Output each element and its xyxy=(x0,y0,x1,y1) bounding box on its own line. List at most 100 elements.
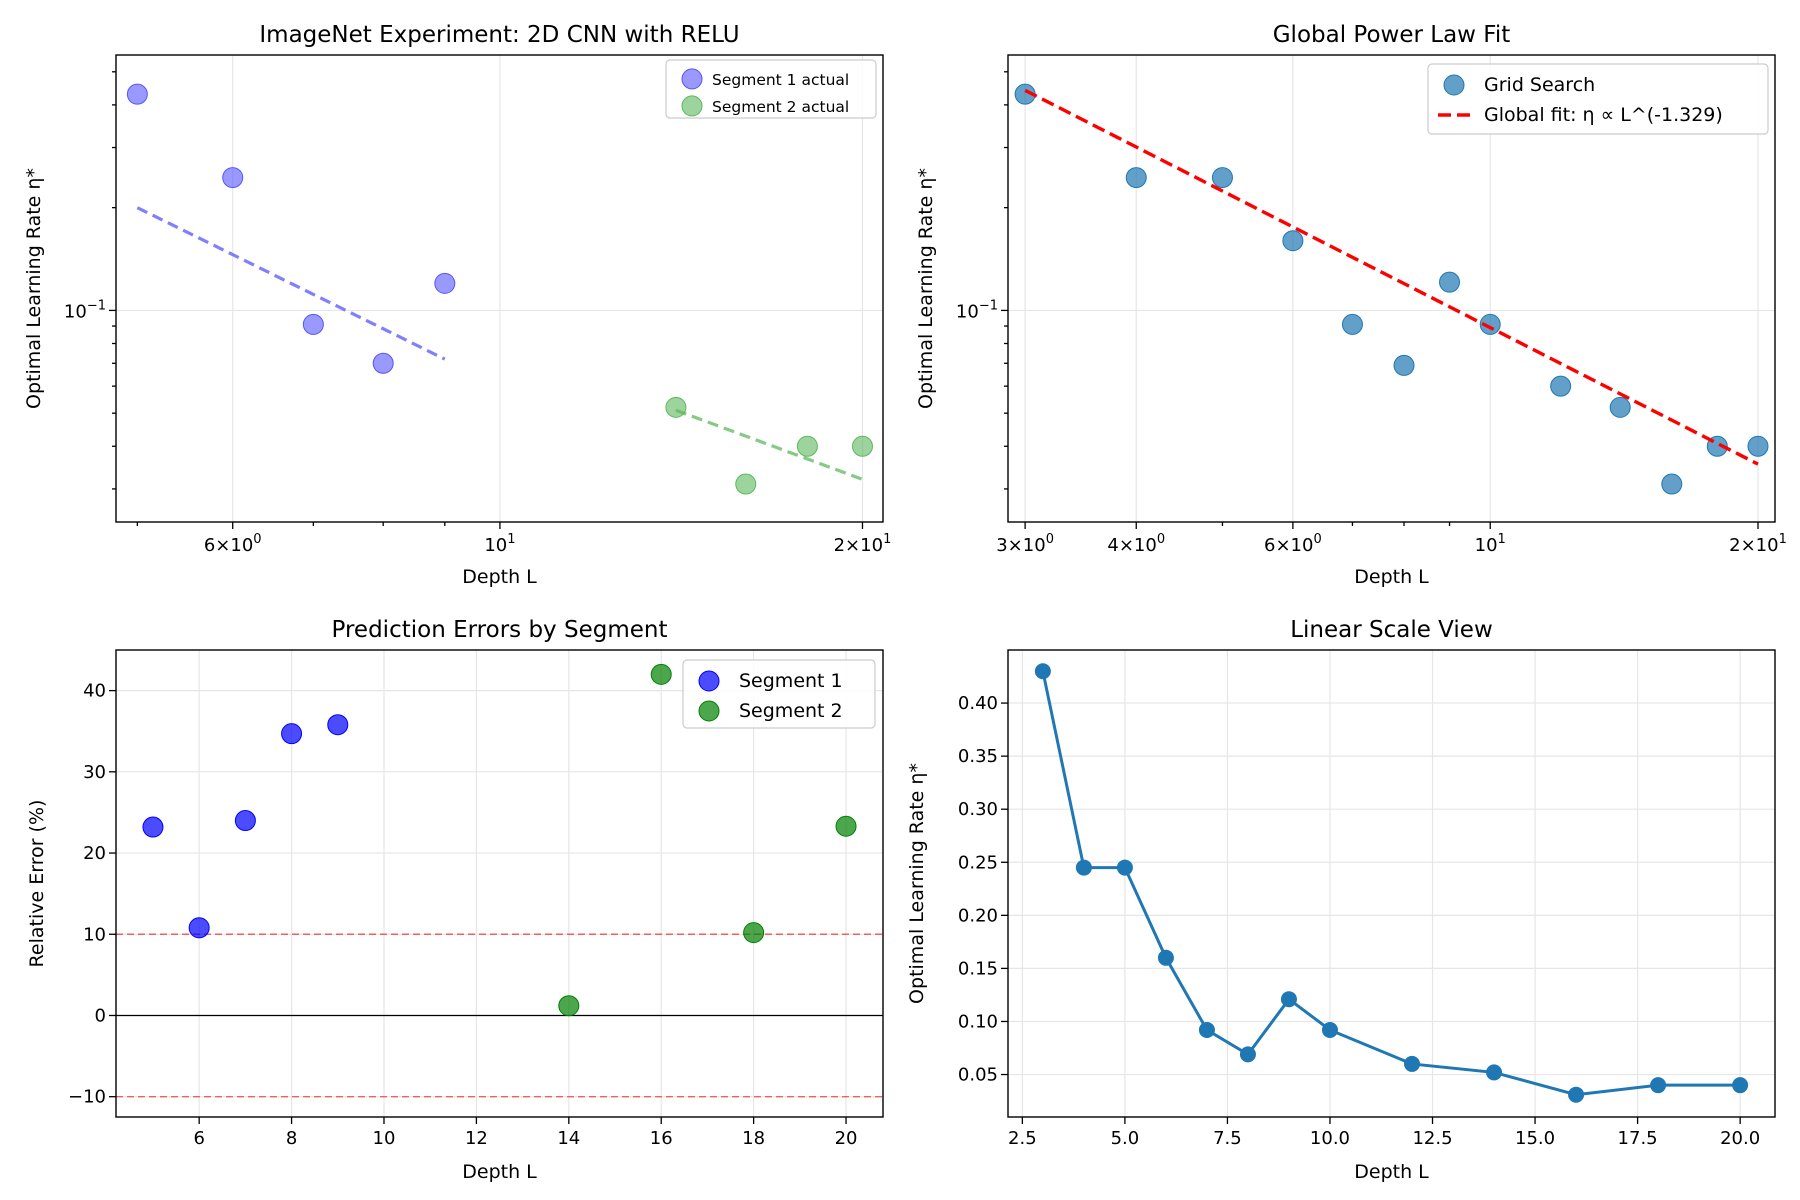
y-tick-label-exp: −1 xyxy=(87,298,106,313)
legend-panel-3: Segment 1 Segment 2 xyxy=(682,659,876,729)
legend-box xyxy=(665,59,877,119)
global-fit-line xyxy=(1024,88,1759,466)
x-tick-label-base: 2×10 xyxy=(1729,535,1778,556)
x-tick-label: 2×101 xyxy=(834,532,892,556)
x-axis-label: Depth L xyxy=(1354,1161,1429,1183)
data-point xyxy=(327,714,349,736)
data-point xyxy=(1157,949,1174,966)
legend-box xyxy=(1427,63,1769,135)
data-point xyxy=(1732,1077,1749,1094)
x-tick-label-exp: 1 xyxy=(883,532,891,547)
data-point xyxy=(1404,1055,1421,1072)
x-tick-label: 14 xyxy=(557,1128,580,1149)
x-tick-label-base: 2×10 xyxy=(834,535,883,556)
x-tick-label: 16 xyxy=(650,1128,673,1149)
chart-panel-4: 2.5 5.0 7.5 10.0 12.5 15.0 17.5 20.0 0.05 0.10 0.1… xyxy=(906,617,1776,1183)
x-tick-label: 6×100 xyxy=(204,532,262,556)
data-point xyxy=(1609,396,1631,418)
x-tick-label: 2.5 xyxy=(1008,1128,1037,1149)
data-point xyxy=(281,723,303,745)
y-tick-label-base: 10 xyxy=(64,301,87,322)
data-point xyxy=(1211,167,1233,189)
x-tick-label: 10.0 xyxy=(1310,1128,1350,1149)
legend-marker xyxy=(698,670,720,692)
x-tick-label-base: 4×10 xyxy=(1107,535,1156,556)
data-point xyxy=(743,922,765,944)
y-axis-label: Optimal Learning Rate η* xyxy=(915,168,937,409)
legend-label: Segment 2 actual xyxy=(712,98,849,116)
data-point xyxy=(1550,375,1572,397)
x-tick-label-exp: 0 xyxy=(253,532,261,547)
data-point xyxy=(1321,1021,1338,1038)
plot-frame xyxy=(1007,54,1776,523)
x-tick-label: 12.5 xyxy=(1412,1128,1452,1149)
plot-frame xyxy=(1007,649,1776,1118)
y-tick-label: 0.20 xyxy=(958,905,998,926)
data-point xyxy=(1239,1046,1256,1063)
fit-line-segment-2 xyxy=(675,408,864,481)
x-tick-label: 6×100 xyxy=(1264,532,1322,556)
data-point xyxy=(434,272,456,294)
x-tick-label-exp: 1 xyxy=(1498,532,1506,547)
x-tick-label-exp: 0 xyxy=(1313,532,1321,547)
y-tick-label-exp: −1 xyxy=(979,298,998,313)
data-point xyxy=(851,435,873,457)
y-tick-label: 20 xyxy=(83,843,106,864)
y-tick-label-base: 10 xyxy=(956,301,979,322)
x-tick-label: 101 xyxy=(484,532,515,556)
data-point xyxy=(188,917,210,939)
data-point xyxy=(372,352,394,374)
data-point xyxy=(1747,435,1769,457)
data-point xyxy=(796,435,818,457)
data-point xyxy=(126,83,148,105)
y-tick-label: 0 xyxy=(95,1005,106,1026)
x-tick-label: 101 xyxy=(1475,532,1506,556)
y-tick-label: 0.30 xyxy=(958,799,998,820)
data-point xyxy=(1479,313,1501,335)
data-point xyxy=(1282,230,1304,252)
series-line xyxy=(1041,670,1741,1097)
chart-title: ImageNet Experiment: 2D CNN with RELU xyxy=(259,22,739,48)
legend-marker xyxy=(1443,74,1465,96)
x-tick-label: 12 xyxy=(465,1128,488,1149)
x-axis-label: Depth L xyxy=(462,566,537,588)
x-tick-label-exp: 1 xyxy=(1779,532,1787,547)
x-tick-label: 7.5 xyxy=(1213,1128,1242,1149)
data-point xyxy=(1568,1086,1585,1103)
legend-panel-2: Grid Search Global fit: η ∝ L^(-1.329) xyxy=(1427,63,1769,135)
data-point xyxy=(1116,859,1133,876)
data-point xyxy=(302,313,324,335)
legend-marker xyxy=(681,68,703,90)
data-point xyxy=(142,816,164,838)
y-tick-label: 0.10 xyxy=(958,1011,998,1032)
x-tick-label: 20.0 xyxy=(1720,1128,1760,1149)
y-tick-label: 10−1 xyxy=(956,298,998,322)
x-tick-label: 2×101 xyxy=(1729,532,1787,556)
y-tick-label: 0.25 xyxy=(958,852,998,873)
data-point xyxy=(1034,663,1051,680)
x-tick-label-exp: 0 xyxy=(1157,532,1165,547)
data-point xyxy=(1486,1064,1503,1081)
data-point xyxy=(1075,859,1092,876)
x-tick-label: 6 xyxy=(193,1128,204,1149)
x-tick-label: 8 xyxy=(286,1128,297,1149)
x-tick-label-base: 3×10 xyxy=(996,535,1045,556)
data-point xyxy=(1341,313,1363,335)
legend-label: Segment 2 xyxy=(739,700,843,722)
x-tick-label-base: 10 xyxy=(484,535,507,556)
data-point xyxy=(650,663,672,685)
y-tick-label: 40 xyxy=(83,681,106,702)
legend-marker xyxy=(698,700,720,722)
x-tick-label: 5.0 xyxy=(1111,1128,1140,1149)
x-tick-label-base: 6×10 xyxy=(1264,535,1313,556)
y-tick-label: 0.05 xyxy=(958,1065,998,1086)
chart-title: Global Power Law Fit xyxy=(1273,22,1511,48)
x-tick-label: 3×100 xyxy=(996,532,1054,556)
plot-frame xyxy=(115,649,884,1118)
y-axis-label: Optimal Learning Rate η* xyxy=(23,168,45,409)
x-tick-label-exp: 0 xyxy=(1046,532,1054,547)
chart-panel-3: 6 8 10 12 14 16 18 20 −10 0 10 20 30 40 Prediction Err… xyxy=(26,617,884,1183)
x-axis-label: Depth L xyxy=(1354,566,1429,588)
